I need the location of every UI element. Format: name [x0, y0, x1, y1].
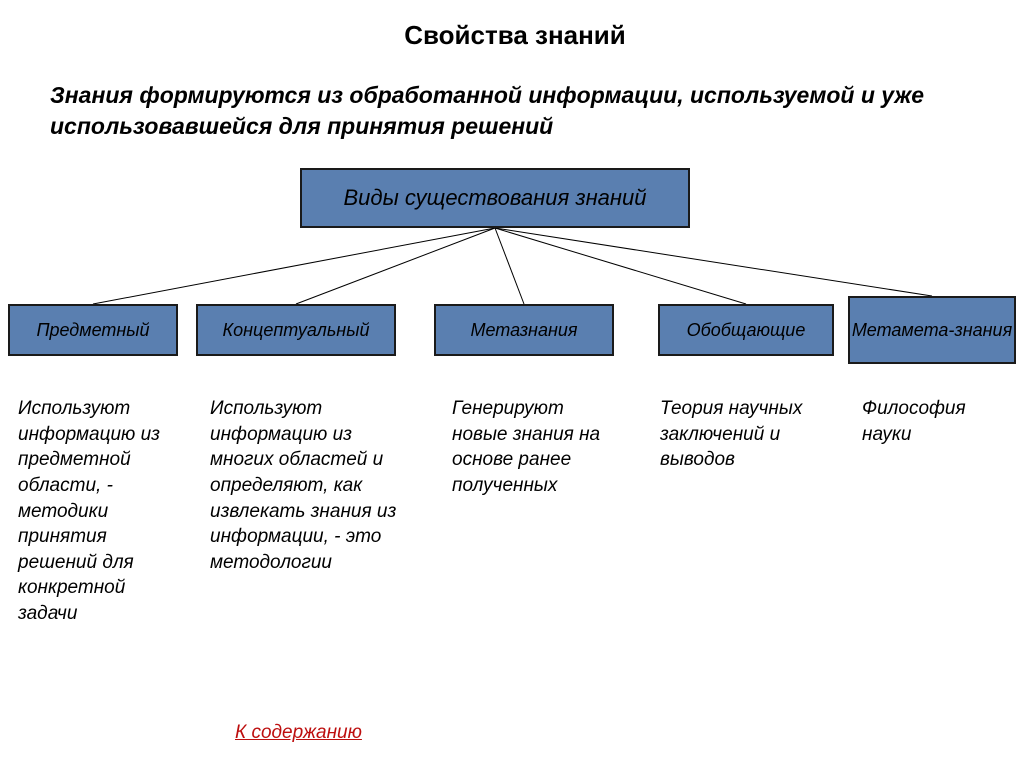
child-node-3: Обобщающие	[658, 304, 834, 356]
child-desc-3: Теория научных заключений и выводов	[660, 396, 810, 473]
child-node-label: Предметный	[36, 320, 149, 341]
child-node-label: Метамета-знания	[852, 320, 1012, 341]
child-node-4: Метамета-знания	[848, 296, 1016, 364]
root-node: Виды существования знаний	[300, 168, 690, 228]
child-desc-4: Философия науки	[862, 396, 1002, 447]
child-desc-1: Используют информацию из многих областей…	[210, 396, 410, 575]
back-to-contents-link[interactable]: К содержанию	[235, 722, 362, 744]
page-title: Свойства знаний	[375, 20, 655, 51]
child-node-label: Обобщающие	[687, 320, 806, 341]
child-desc-2: Генерируют новые знания на основе ранее …	[452, 396, 612, 499]
page-subtitle: Знания формируются из обработанной инфор…	[50, 80, 980, 142]
child-node-0: Предметный	[8, 304, 178, 356]
child-node-label: Метазнания	[470, 320, 577, 341]
root-node-label: Виды существования знаний	[344, 185, 647, 211]
child-desc-0: Используют информацию из предметной обла…	[18, 396, 188, 627]
child-node-label: Концептуальный	[223, 320, 370, 341]
child-node-1: Концептуальный	[196, 304, 396, 356]
child-node-2: Метазнания	[434, 304, 614, 356]
